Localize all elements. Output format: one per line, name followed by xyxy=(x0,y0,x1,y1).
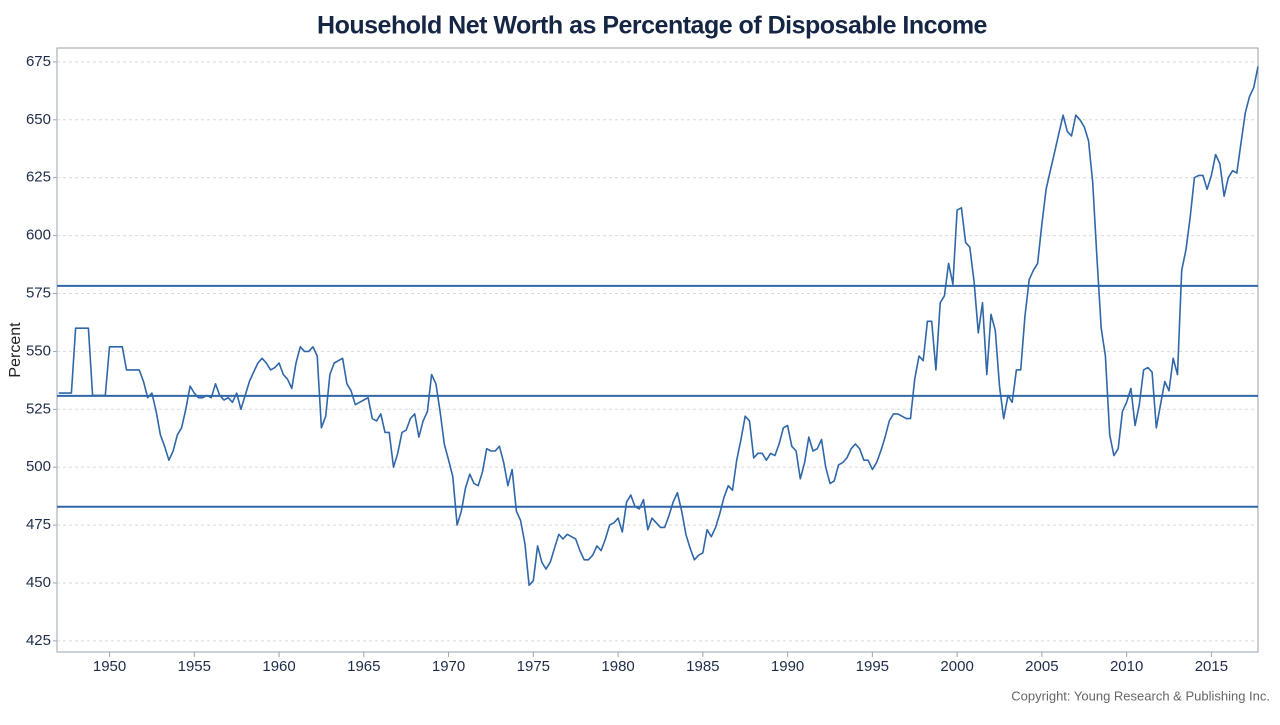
plot-frame xyxy=(56,47,1259,653)
x-tick-label: 2015 xyxy=(1195,658,1228,675)
x-tick-label: 1995 xyxy=(856,658,889,675)
x-tick-label: 1965 xyxy=(347,658,380,675)
y-tick-label: 500 xyxy=(26,458,51,475)
x-tick-label: 1950 xyxy=(93,658,126,675)
y-tick-label: 675 xyxy=(26,53,51,70)
chart-title: Household Net Worth as Percentage of Dis… xyxy=(317,12,987,40)
y-tick-label: 525 xyxy=(26,400,51,417)
y-tick-label: 475 xyxy=(26,516,51,533)
x-tick-label: 1985 xyxy=(686,658,719,675)
y-tick-label: 600 xyxy=(26,227,51,244)
y-tick-label: 425 xyxy=(26,632,51,649)
x-tick-label: 2005 xyxy=(1025,658,1058,675)
x-tick-label: 1980 xyxy=(601,658,634,675)
x-tick-label: 1970 xyxy=(432,658,465,675)
x-tick-label: 1955 xyxy=(178,658,211,675)
y-tick-label: 625 xyxy=(26,169,51,186)
x-tick-label: 1990 xyxy=(771,658,804,675)
y-tick-label: 650 xyxy=(26,111,51,128)
x-tick-label: 1960 xyxy=(262,658,295,675)
y-axis-label: Percent xyxy=(7,322,24,378)
y-tick-label: 450 xyxy=(26,574,51,591)
copyright: Copyright: Young Research & Publishing I… xyxy=(1011,688,1270,703)
x-tick-label: 1975 xyxy=(517,658,550,675)
x-tick-label: 2000 xyxy=(940,658,973,675)
line-series xyxy=(58,66,1259,587)
y-tick-label: 550 xyxy=(26,342,51,359)
y-tick-label: 575 xyxy=(26,284,51,301)
x-tick-label: 2010 xyxy=(1110,658,1143,675)
